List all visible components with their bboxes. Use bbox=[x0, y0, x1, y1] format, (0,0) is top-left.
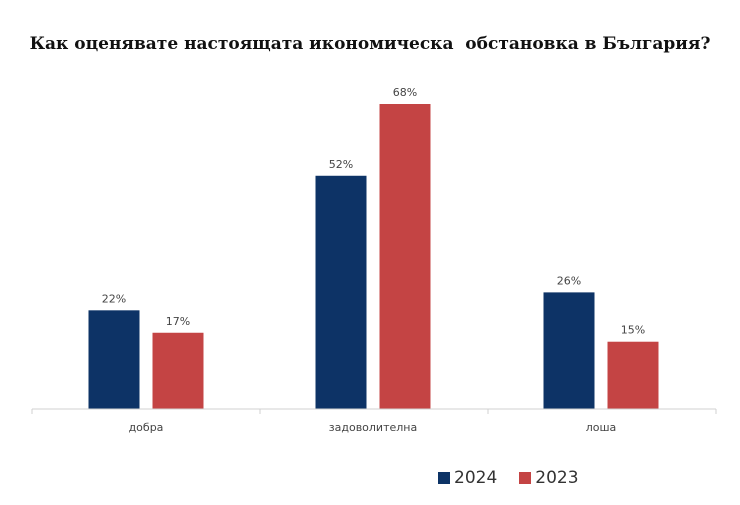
bars-group: 22% 17% 52% 68% 26% 15% bbox=[88, 86, 659, 409]
legend-label-series-1: 2023 bbox=[535, 468, 579, 488]
bar-2023-2 bbox=[607, 341, 659, 409]
data-label-2024-1: 52% bbox=[329, 158, 353, 171]
data-label-2023-0: 17% bbox=[166, 315, 190, 328]
legend-label-series-0: 2024 bbox=[454, 468, 498, 488]
data-label-2024-2: 26% bbox=[557, 274, 581, 287]
bar-2024-0 bbox=[88, 310, 140, 409]
legend-swatch-series-1 bbox=[519, 472, 532, 484]
bar-2024-1 bbox=[315, 175, 367, 409]
chart-title: Как оценявате настоящата икономическа об… bbox=[29, 34, 711, 54]
x-axis: добра задоволителна лоша bbox=[31, 408, 717, 434]
category-label-0: добра bbox=[129, 421, 164, 434]
legend-item-series-0: 2024 bbox=[438, 468, 497, 488]
bar-2023-0 bbox=[152, 332, 204, 409]
data-label-2023-2: 15% bbox=[621, 324, 645, 337]
legend-swatch-series-0 bbox=[438, 472, 450, 484]
data-label-2024-0: 22% bbox=[102, 292, 126, 305]
bar-2024-2 bbox=[543, 292, 595, 409]
category-label-2: лоша bbox=[586, 421, 617, 434]
legend: 2024 2023 bbox=[438, 468, 601, 488]
category-label-1: задоволителна bbox=[329, 421, 417, 434]
bar-2023-1 bbox=[379, 104, 431, 409]
data-label-2023-1: 68% bbox=[393, 86, 417, 99]
legend-item-series-1: 2023 bbox=[519, 468, 579, 488]
